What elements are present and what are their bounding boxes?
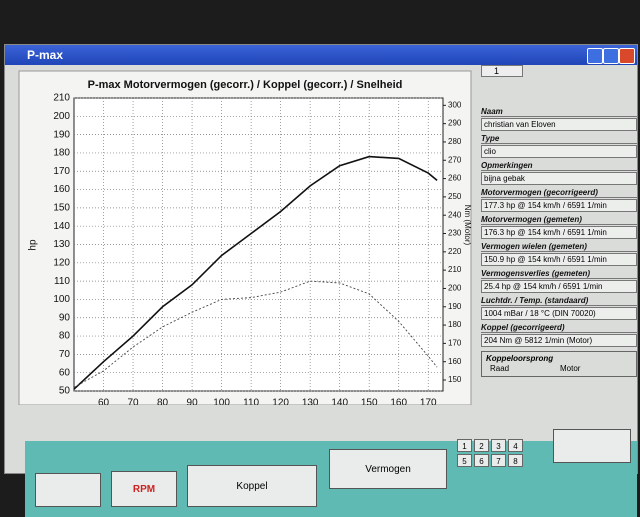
y2-tick-label: 210 bbox=[448, 265, 462, 274]
y-tick-label: 190 bbox=[53, 129, 70, 140]
field-label: Luchtdr. / Temp. (standaard) bbox=[481, 296, 637, 306]
field-value[interactable]: 176.3 hp @ 154 km/h / 6591 1/min bbox=[481, 226, 637, 239]
x-tick-label: 140 bbox=[331, 398, 348, 405]
radio-option[interactable]: Raad bbox=[490, 364, 510, 373]
plot-area bbox=[73, 97, 444, 392]
keypad-key[interactable]: 4 bbox=[508, 439, 523, 452]
x-tick-label: 60 bbox=[98, 398, 110, 405]
keypad-key[interactable]: 2 bbox=[474, 439, 489, 452]
y2-tick-label: 220 bbox=[448, 247, 462, 256]
keypad-key[interactable]: 6 bbox=[474, 454, 489, 467]
y-axis-label: hp bbox=[28, 239, 39, 251]
window: P-max P-max Motorvermogen (gecorr.) / Ko… bbox=[4, 44, 638, 517]
window-title: P-max bbox=[27, 48, 64, 62]
y2-tick-label: 250 bbox=[448, 192, 462, 201]
y-tick-label: 130 bbox=[53, 239, 70, 250]
y-tick-label: 170 bbox=[53, 166, 70, 177]
field-value[interactable]: 177.3 hp @ 154 km/h / 6591 1/min bbox=[481, 199, 637, 212]
grid-button[interactable] bbox=[35, 473, 101, 507]
x-tick-label: 170 bbox=[420, 398, 437, 405]
keypad-key[interactable]: 1 bbox=[457, 439, 472, 452]
y-tick-label: 90 bbox=[59, 312, 71, 323]
maximize-button[interactable] bbox=[603, 48, 619, 64]
field-label: Koppel (gecorrigeerd) bbox=[481, 323, 637, 333]
keypad-key[interactable]: 5 bbox=[457, 454, 472, 467]
power-button[interactable]: Vermogen bbox=[329, 449, 447, 489]
field-label: Vermogensverlies (gemeten) bbox=[481, 269, 637, 279]
y2-tick-label: 300 bbox=[448, 100, 462, 109]
series-line bbox=[73, 155, 438, 390]
y-tick-label: 60 bbox=[59, 367, 71, 378]
field-value[interactable]: bijna gebak bbox=[481, 172, 637, 185]
field-value[interactable]: clio bbox=[481, 145, 637, 158]
close-button[interactable] bbox=[619, 48, 635, 64]
torque-button[interactable]: Koppel bbox=[187, 465, 317, 507]
y-tick-label: 110 bbox=[54, 276, 70, 287]
field-label: Naam bbox=[481, 107, 637, 117]
title-bar: P-max bbox=[5, 45, 637, 65]
y2-tick-label: 180 bbox=[448, 320, 462, 329]
y-tick-label: 150 bbox=[53, 203, 70, 214]
chart-title: P-max Motorvermogen (gecorr.) / Koppel (… bbox=[88, 79, 403, 91]
x-tick-label: 90 bbox=[187, 398, 199, 405]
x-tick-label: 160 bbox=[390, 398, 407, 405]
y-tick-label: 180 bbox=[53, 148, 70, 159]
x-tick-label: 120 bbox=[272, 398, 289, 405]
field-value[interactable]: 150.9 hp @ 154 km/h / 6591 1/min bbox=[481, 253, 637, 266]
y-tick-label: 70 bbox=[59, 349, 71, 360]
toolbar: RPM Koppel Vermogen 1 2 3 4 5 6 7 8 bbox=[25, 429, 637, 517]
field-label: Vermogen wielen (gemeten) bbox=[481, 242, 637, 252]
x-tick-label: 150 bbox=[361, 398, 378, 405]
radio-option[interactable]: Motor bbox=[560, 364, 581, 373]
field-label: Type bbox=[481, 134, 637, 144]
y2-tick-label: 280 bbox=[448, 137, 462, 146]
y2-tick-label: 200 bbox=[448, 284, 462, 293]
y-tick-label: 160 bbox=[53, 184, 70, 195]
y-tick-label: 210 bbox=[53, 93, 70, 104]
y2-tick-label: 150 bbox=[448, 375, 462, 384]
y-tick-label: 120 bbox=[53, 257, 70, 268]
field-value[interactable]: 1004 mBar / 18 °C (DIN 70020) bbox=[481, 307, 637, 320]
y2-tick-label: 240 bbox=[448, 210, 462, 219]
y2-tick-label: 230 bbox=[448, 229, 462, 238]
y2-tick-label: 290 bbox=[448, 119, 462, 128]
y2-tick-label: 260 bbox=[448, 174, 462, 183]
y2-tick-label: 190 bbox=[448, 302, 462, 311]
field-label: Motorvermogen (gemeten) bbox=[481, 215, 637, 225]
x-tick-label: 80 bbox=[157, 398, 169, 405]
info-panel: 1 Naam christian van Eloven Type clio Opmerk… bbox=[481, 65, 637, 377]
y2-tick-label: 170 bbox=[448, 338, 462, 347]
field-value[interactable]: 25.4 hp @ 154 km/h / 6591 1/min bbox=[481, 280, 637, 293]
field-value[interactable]: christian van Eloven bbox=[481, 118, 637, 131]
y-tick-label: 140 bbox=[53, 221, 70, 232]
x-tick-label: 130 bbox=[302, 398, 319, 405]
screen: {"window": {"title": "P-max", "tab": "1"… bbox=[4, 44, 638, 517]
y-tick-label: 80 bbox=[59, 331, 71, 342]
origin-group: Koppeloorsprong Raad Motor bbox=[481, 351, 637, 377]
minimize-button[interactable] bbox=[587, 48, 603, 64]
series-line bbox=[73, 280, 438, 388]
y2-tick-label: 160 bbox=[448, 357, 462, 366]
x-tick-label: 110 bbox=[243, 398, 259, 405]
y-tick-label: 50 bbox=[59, 386, 71, 397]
tab[interactable]: 1 bbox=[481, 65, 523, 77]
keypad-key[interactable]: 3 bbox=[491, 439, 506, 452]
chart: P-max Motorvermogen (gecorr.) / Koppel (… bbox=[18, 70, 472, 405]
y-tick-label: 200 bbox=[53, 111, 70, 122]
exit-button[interactable] bbox=[553, 429, 631, 463]
rpm-button[interactable]: RPM bbox=[111, 471, 177, 507]
field-label: Motorvermogen (gecorrigeerd) bbox=[481, 188, 637, 198]
keypad-key[interactable]: 7 bbox=[491, 454, 506, 467]
x-tick-label: 70 bbox=[127, 398, 139, 405]
y-tick-label: 100 bbox=[53, 294, 70, 305]
y2-axis-label: Nm (Motor) bbox=[463, 205, 472, 246]
origin-label: Koppeloorsprong bbox=[486, 354, 554, 363]
keypad-key[interactable]: 8 bbox=[508, 454, 523, 467]
field-value[interactable]: 204 Nm @ 5812 1/min (Motor) bbox=[481, 334, 637, 347]
x-tick-label: 100 bbox=[213, 398, 230, 405]
y2-tick-label: 270 bbox=[448, 155, 462, 164]
field-label: Opmerkingen bbox=[481, 161, 637, 171]
